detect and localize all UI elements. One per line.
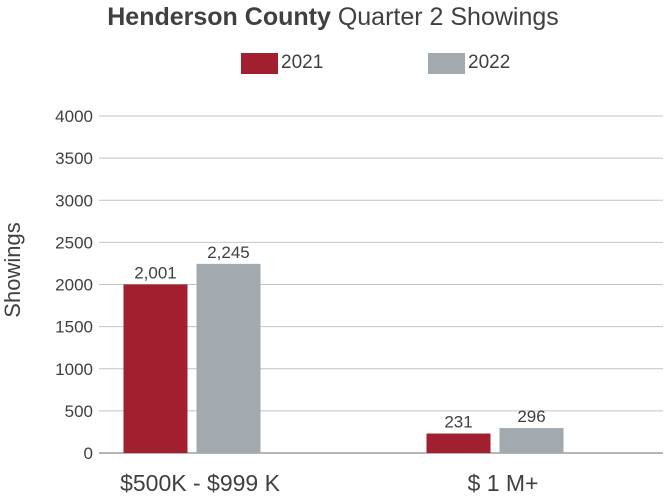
y-tick-labels: 0 500 1000 1500 2000 2500 3000 3500 4000 bbox=[55, 107, 93, 463]
x-tick-label: $500K - $999 K bbox=[120, 470, 281, 496]
y-tick-label: 1500 bbox=[55, 318, 93, 337]
y-tick-label: 1000 bbox=[55, 360, 93, 379]
legend-label-2021: 2021 bbox=[281, 52, 324, 73]
y-tick-label: 4000 bbox=[55, 107, 93, 126]
y-tick-label: 0 bbox=[84, 444, 93, 463]
chart-title-rest: Quarter 2 Showings bbox=[337, 3, 559, 31]
y-tick-label: 2500 bbox=[55, 233, 93, 252]
grid-lines bbox=[99, 115, 663, 454]
y-tick-label: 500 bbox=[65, 402, 93, 421]
chart-title: Henderson County Quarter 2 Showings bbox=[0, 2, 666, 32]
x-tick-label: $ 1 M+ bbox=[468, 470, 539, 496]
x-tick-labels: $500K - $999 K $ 1 M+ bbox=[120, 470, 538, 496]
chart-title-bold: Henderson County bbox=[107, 3, 331, 31]
bar-2021-1 bbox=[426, 433, 491, 453]
legend-swatch-2021 bbox=[241, 53, 278, 74]
data-label-2021-1: 231 bbox=[444, 413, 472, 432]
y-tick-label: 3000 bbox=[55, 191, 93, 210]
data-label-2022-0: 2,245 bbox=[207, 243, 250, 262]
legend-swatch-2022 bbox=[428, 53, 465, 74]
bar-2022-0 bbox=[196, 263, 261, 453]
bar-2021-0 bbox=[123, 284, 188, 453]
y-tick-label: 3500 bbox=[55, 149, 93, 168]
legend: 2021 2022 bbox=[0, 50, 666, 76]
bar-2022-1 bbox=[499, 428, 564, 453]
legend-label-2022: 2022 bbox=[468, 52, 511, 73]
bars bbox=[123, 263, 564, 453]
data-label-2022-1: 296 bbox=[517, 407, 545, 426]
data-labels: 2,001 2,245 231 296 bbox=[134, 243, 545, 432]
data-label-2021-0: 2,001 bbox=[134, 263, 177, 282]
y-tick-label: 2000 bbox=[55, 276, 93, 295]
